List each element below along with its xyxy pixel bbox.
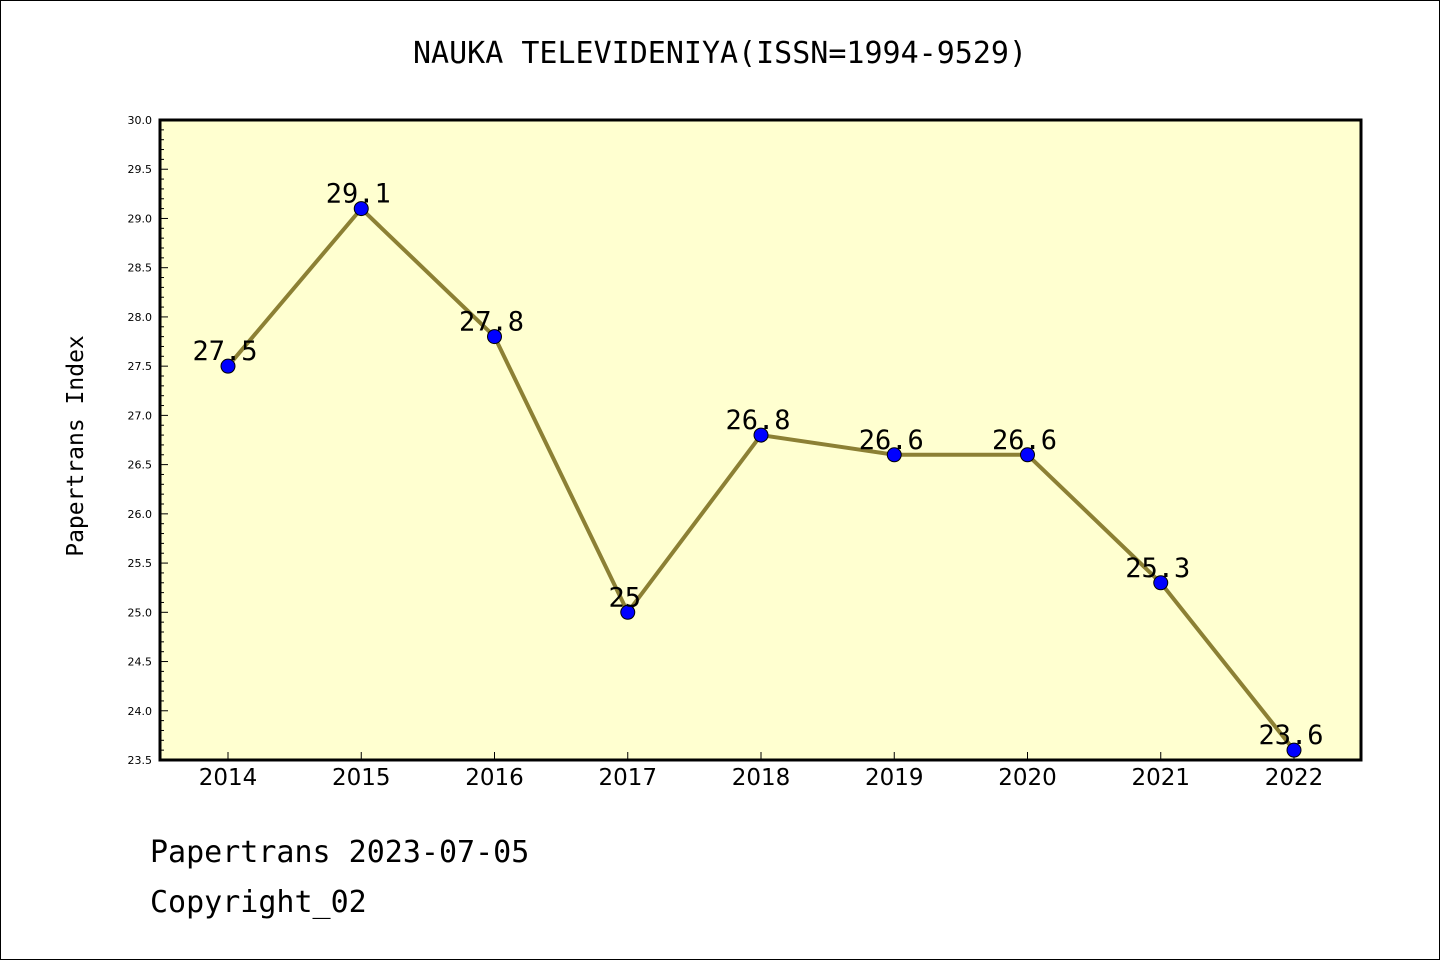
data-label: 29.1: [326, 179, 391, 210]
data-point: [620, 604, 636, 620]
data-point: [1153, 575, 1169, 591]
data-label: 27.5: [192, 336, 257, 367]
data-label: 25: [608, 582, 641, 613]
plot-border: [158, 118, 1363, 762]
y-axis: 23.5 24.0 24.5 25.0 25.5 26.0 26.5 27.0 27.5 28.0…: [128, 114, 168, 767]
y-tick-label: 26.5: [128, 459, 153, 472]
data-label: 27.8: [459, 307, 524, 338]
data-point: [886, 447, 902, 463]
x-tick-label: 2018: [732, 765, 791, 791]
data-labels-group: 27.5 29.1 27.8 25 26.8 26.6 26.6 25.3 23.6: [192, 179, 1323, 752]
y-tick-label: 28.0: [128, 311, 153, 324]
y-tick-label: 23.5: [128, 754, 153, 767]
data-point: [487, 329, 502, 345]
y-tick-label: 24.5: [128, 656, 153, 669]
data-point: [353, 201, 369, 217]
footer-copyright: Copyright_02: [150, 885, 367, 920]
x-tick-label: 2021: [1131, 765, 1190, 791]
data-point: [1286, 742, 1302, 758]
data-point: [753, 427, 769, 443]
x-tick-label: 2020: [998, 765, 1057, 791]
data-label: 26.8: [725, 405, 790, 436]
y-tick-label: 26.0: [128, 508, 153, 521]
y-tick-label: 29.0: [128, 212, 153, 225]
y-tick-label: 25.5: [128, 557, 153, 570]
data-point: [220, 358, 236, 374]
data-label: 25.3: [1125, 553, 1190, 584]
data-label: 26.6: [992, 425, 1057, 456]
y-tick-label: 27.5: [128, 360, 153, 373]
y-tick-label: 27.0: [128, 409, 153, 422]
data-label: 26.6: [859, 425, 924, 456]
x-tick-label: 2015: [332, 765, 391, 791]
data-label: 23.6: [1258, 720, 1323, 751]
y-tick-label: 24.0: [128, 705, 153, 718]
x-tick-label: 2016: [465, 765, 524, 791]
x-tick-label: 2014: [199, 765, 258, 791]
x-tick-label: 2019: [865, 765, 924, 791]
data-point: [1020, 447, 1035, 463]
x-tick-label: 2022: [1265, 765, 1324, 791]
footer-source: Papertrans 2023-07-05: [150, 835, 530, 870]
y-tick-label: 29.5: [128, 163, 153, 176]
x-axis: 2014 2015 2016 2017 2018 2019 2020 2021 2022: [199, 752, 1324, 791]
y-tick-label: 25.0: [128, 606, 153, 619]
markers-group: [220, 201, 1302, 758]
x-tick-label: 2017: [598, 765, 657, 791]
y-tick-label: 30.0: [128, 114, 153, 127]
y-tick-label: 28.5: [128, 262, 153, 275]
chart-title: NAUKA TELEVIDENIYA(ISSN=1994-9529): [412, 36, 1028, 71]
